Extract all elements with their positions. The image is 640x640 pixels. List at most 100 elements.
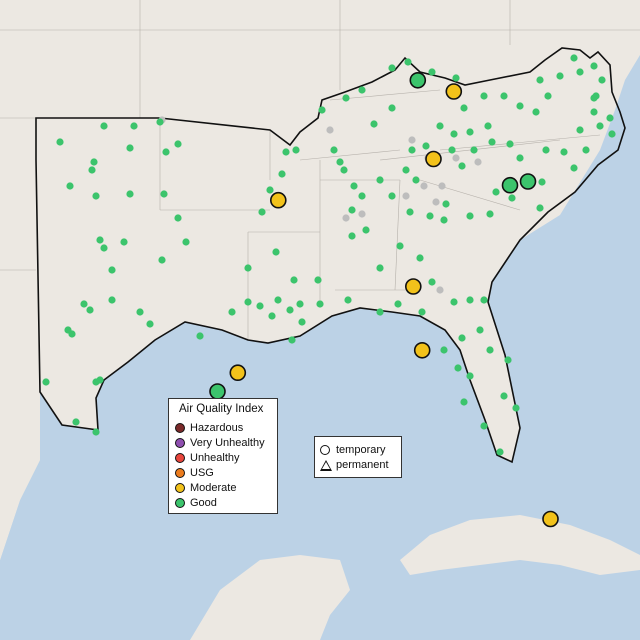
monitor-dot [596, 122, 604, 130]
monitor-dot [576, 68, 584, 76]
legend-label: Unhealthy [190, 452, 240, 464]
region-outline [35, 47, 626, 464]
monitor-dot [556, 72, 564, 80]
yucatan-peninsula [190, 555, 350, 640]
monitor-dot [376, 176, 384, 184]
monitor-dot [488, 138, 496, 146]
monitor-dot [418, 308, 426, 316]
large-monitor-marker[interactable] [519, 173, 537, 190]
monitor-dot [544, 92, 552, 100]
monitor-dot [480, 92, 488, 100]
large-monitor-marker[interactable] [542, 510, 559, 528]
monitor-dot [538, 178, 546, 186]
legend-item-hazardous: Hazardous [175, 421, 243, 435]
monitor-dot [486, 346, 494, 354]
monitor-dot [92, 192, 100, 200]
monitor-dot [512, 404, 520, 412]
monitor-dot [376, 264, 384, 272]
inactive-monitor-dot [452, 154, 460, 162]
state-line [299, 149, 401, 161]
monitor-dot [56, 138, 64, 146]
state-boundaries [0, 0, 640, 340]
type-legend-permanent: permanent [320, 458, 389, 472]
large-monitor-marker[interactable] [209, 383, 226, 400]
monitor-dot [100, 244, 108, 252]
monitor-dot [542, 146, 550, 154]
monitor-dot [296, 300, 304, 308]
monitor-dot [448, 146, 456, 154]
large-monitor-marker[interactable] [229, 364, 247, 382]
monitor-dot [416, 254, 424, 262]
monitor-dot [90, 158, 98, 166]
large-monitor-marker[interactable] [445, 83, 463, 100]
large-monitor-marker[interactable] [404, 278, 422, 295]
monitor-dot [440, 216, 448, 224]
monitor-dot [278, 170, 286, 178]
monitor-dot [454, 364, 462, 372]
monitor-dot [480, 422, 488, 430]
monitor-dot [126, 190, 134, 198]
monitor-dot [436, 122, 444, 130]
monitor-dot [576, 126, 584, 134]
legend-swatch-very-unhealthy [175, 438, 185, 448]
monitor-dot [120, 238, 128, 246]
monitor-dot [536, 76, 544, 84]
monitor-dot [244, 298, 252, 306]
gulf-of-mexico [0, 55, 640, 640]
monitor-dot [160, 190, 168, 198]
legend-item-usg: USG [175, 466, 214, 480]
monitor-dot [422, 142, 430, 150]
legend-label: Hazardous [190, 422, 244, 434]
circle-icon [320, 445, 330, 455]
monitor-dot [108, 296, 116, 304]
monitor-dot [362, 226, 370, 234]
legend-swatch-unhealthy [175, 453, 185, 463]
monitor-dot [598, 76, 606, 84]
monitor-dot [388, 64, 396, 72]
cuba-island [400, 515, 640, 575]
monitor-dot [480, 296, 488, 304]
monitor-dot [486, 210, 494, 218]
large-monitor-marker[interactable] [425, 150, 442, 168]
monitor-dot [606, 114, 614, 122]
state-line [379, 139, 561, 161]
monitor-dot [314, 276, 322, 284]
monitor-dot [126, 144, 134, 152]
monitor-dot [476, 326, 484, 334]
monitor-dot [292, 146, 300, 154]
monitor-dot [388, 104, 396, 112]
monitor-dot [516, 102, 524, 110]
monitor-dot [388, 192, 396, 200]
monitor-dot [358, 192, 366, 200]
monitor-dot [466, 212, 474, 220]
monitor-dot [266, 186, 274, 194]
large-monitor-markers [209, 72, 559, 528]
inactive-monitor-dot [326, 126, 334, 134]
monitor-dot [470, 146, 478, 154]
large-monitor-marker[interactable] [269, 191, 287, 209]
large-monitor-marker[interactable] [409, 72, 427, 89]
monitor-dot [560, 148, 568, 156]
monitor-dot [466, 296, 474, 304]
inactive-monitor-dot [432, 198, 440, 206]
monitor-dot [466, 372, 474, 380]
inactive-monitor-dot [436, 286, 444, 294]
monitor-dot [136, 308, 144, 316]
monitor-dot [290, 276, 298, 284]
monitor-dot [330, 146, 338, 154]
inactive-monitor-dot [342, 214, 350, 222]
monitor-dot [394, 300, 402, 308]
large-monitor-marker[interactable] [413, 341, 431, 359]
monitor-dot [244, 264, 252, 272]
monitor-dot [96, 376, 104, 384]
small-monitor-markers [42, 54, 616, 456]
monitor-dot [376, 308, 384, 316]
monitor-dot [504, 356, 512, 364]
monitor-dot [426, 212, 434, 220]
monitor-dot [348, 206, 356, 214]
monitor-dot [158, 256, 166, 264]
monitor-dot [402, 166, 410, 174]
legend-item-very-unhealthy: Very Unhealthy [175, 436, 265, 450]
large-monitor-marker[interactable] [501, 176, 519, 194]
